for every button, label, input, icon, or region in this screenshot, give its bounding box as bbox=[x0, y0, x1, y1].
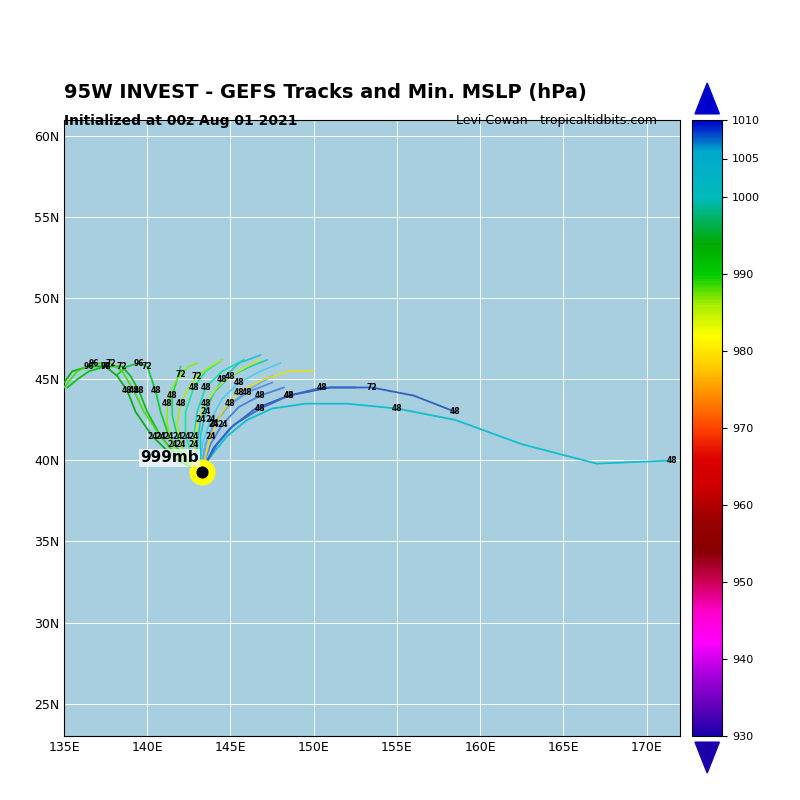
Text: 48: 48 bbox=[666, 456, 677, 465]
Text: 48: 48 bbox=[129, 386, 139, 395]
Text: 48: 48 bbox=[234, 388, 244, 397]
Polygon shape bbox=[695, 742, 719, 773]
Text: 96: 96 bbox=[100, 362, 111, 371]
Text: 48: 48 bbox=[200, 399, 211, 408]
Text: 48: 48 bbox=[122, 386, 133, 395]
Text: 48: 48 bbox=[150, 386, 161, 395]
Text: 48: 48 bbox=[450, 407, 461, 416]
Text: 48: 48 bbox=[200, 383, 211, 392]
Text: 72: 72 bbox=[366, 383, 378, 392]
Polygon shape bbox=[695, 83, 719, 114]
Text: 72: 72 bbox=[142, 362, 153, 371]
Text: 72: 72 bbox=[100, 362, 111, 371]
Text: 72: 72 bbox=[192, 372, 202, 381]
Text: 24: 24 bbox=[189, 440, 199, 449]
Text: 96: 96 bbox=[89, 358, 99, 368]
Text: Levi Cowan - tropicaltidbits.com: Levi Cowan - tropicaltidbits.com bbox=[456, 114, 657, 126]
Text: 24: 24 bbox=[206, 415, 216, 424]
Text: 48: 48 bbox=[234, 378, 244, 387]
Text: 24: 24 bbox=[147, 432, 158, 441]
Text: 48: 48 bbox=[167, 391, 178, 400]
Text: 48: 48 bbox=[283, 391, 294, 400]
Text: 24: 24 bbox=[195, 415, 206, 424]
Text: 24: 24 bbox=[172, 432, 182, 441]
Text: 24: 24 bbox=[164, 432, 174, 441]
Text: 24: 24 bbox=[189, 432, 199, 441]
Text: 48: 48 bbox=[134, 386, 144, 395]
Text: 24: 24 bbox=[180, 432, 190, 441]
Text: 24: 24 bbox=[209, 418, 219, 428]
Text: 48: 48 bbox=[225, 372, 236, 381]
Text: 48: 48 bbox=[283, 391, 294, 400]
Text: 48: 48 bbox=[317, 383, 327, 392]
Text: 999mb: 999mb bbox=[140, 450, 199, 466]
Text: 24: 24 bbox=[155, 432, 166, 441]
Text: Initialized at 00z Aug 01 2021: Initialized at 00z Aug 01 2021 bbox=[64, 114, 298, 127]
Text: 24: 24 bbox=[155, 432, 166, 441]
Text: 48: 48 bbox=[255, 404, 266, 413]
Point bbox=[196, 466, 209, 478]
Text: 48: 48 bbox=[162, 399, 173, 408]
Text: 24: 24 bbox=[206, 432, 216, 441]
Text: 48: 48 bbox=[255, 391, 266, 400]
Text: 24: 24 bbox=[217, 420, 227, 430]
Point bbox=[196, 466, 209, 478]
Text: 48: 48 bbox=[242, 388, 253, 397]
Text: 72: 72 bbox=[117, 362, 127, 371]
Text: 96: 96 bbox=[134, 358, 144, 368]
Text: 48: 48 bbox=[225, 399, 236, 408]
Text: 72: 72 bbox=[106, 358, 116, 368]
Text: 24: 24 bbox=[175, 440, 186, 449]
Text: 24: 24 bbox=[200, 407, 210, 416]
Text: 96: 96 bbox=[84, 362, 94, 371]
Text: 95W INVEST - GEFS Tracks and Min. MSLP (hPa): 95W INVEST - GEFS Tracks and Min. MSLP (… bbox=[64, 82, 586, 102]
Text: 48: 48 bbox=[392, 404, 402, 413]
Text: 48: 48 bbox=[175, 399, 186, 408]
Text: 48: 48 bbox=[189, 383, 199, 392]
Text: 72: 72 bbox=[175, 370, 186, 379]
Text: 24: 24 bbox=[167, 440, 178, 449]
Text: 24: 24 bbox=[209, 420, 219, 430]
Text: 48: 48 bbox=[217, 375, 227, 384]
